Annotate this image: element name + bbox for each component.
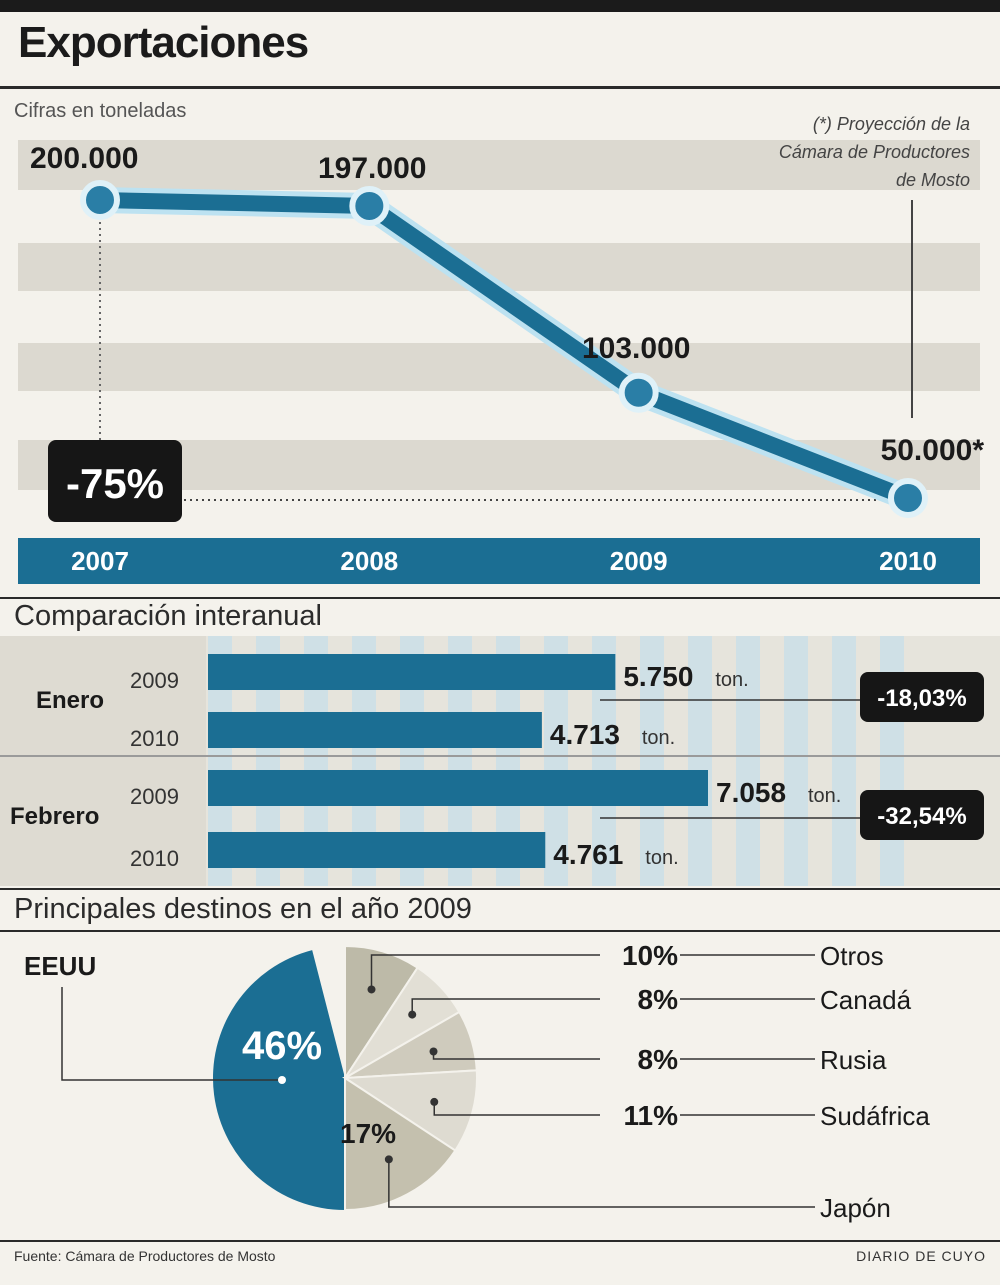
slice-leader — [433, 1101, 815, 1116]
pie-slice — [344, 1076, 457, 1212]
bar — [208, 832, 546, 868]
slice-leader — [61, 987, 278, 1081]
bar — [208, 712, 542, 748]
slice-label-bg — [600, 1037, 680, 1077]
page-title: Exportaciones — [18, 18, 309, 67]
grid-stripe — [736, 636, 760, 886]
bar-value-label: 4.761 — [553, 839, 623, 870]
x-tick-label: 2009 — [610, 546, 668, 576]
top-bar — [0, 0, 1000, 12]
data-label: 197.000 — [318, 152, 426, 185]
group-label: Enero — [36, 687, 104, 714]
credit: DIARIO DE CUYO — [856, 1248, 986, 1264]
change-badge-text: -32,54% — [877, 803, 966, 830]
slice-category-label: Otros — [820, 941, 884, 971]
projection-note-line: Cámara de Productores — [779, 142, 970, 162]
grid-band — [18, 140, 980, 190]
data-point — [618, 372, 659, 413]
slice-value-label: 8% — [638, 1044, 679, 1075]
slice-value-label: 17% — [340, 1118, 396, 1149]
slice-value-label: 8% — [638, 984, 679, 1015]
bar-unit-label: ton. — [642, 727, 675, 749]
x-axis-band — [18, 538, 980, 584]
grid-stripe — [640, 636, 664, 886]
source-note: Fuente: Cámara de Productores de Mosto — [14, 1248, 276, 1264]
slice-category-label: EEUU — [24, 951, 96, 981]
pie-chart-title: Principales destinos en el año 2009 — [14, 893, 472, 925]
slice-value-label: 11% — [624, 1100, 679, 1131]
annotation-text: -75% — [66, 460, 164, 507]
slice-category-label: Rusia — [820, 1045, 887, 1075]
bar-chart: Enero 2009 5.750 ton. 2010 4.713 ton. -18,03% Fe… — [0, 636, 1000, 886]
bar-value-label: 7.058 — [716, 777, 786, 808]
grid-band — [18, 343, 980, 391]
group-label-panel — [0, 636, 206, 886]
slice-label-bg — [600, 1093, 680, 1133]
slice-leader — [411, 998, 815, 1015]
data-point — [80, 180, 120, 220]
bar-year-label: 2010 — [130, 726, 179, 751]
slice-leader — [432, 1051, 815, 1060]
data-label: 200.000 — [30, 142, 138, 175]
pie-slice — [341, 1069, 478, 1152]
line-chart-subtitle: Cifras en toneladas — [14, 100, 187, 122]
slice-label-bg — [600, 977, 680, 1017]
slice-leader — [388, 1159, 815, 1208]
data-point — [349, 185, 390, 226]
annotation-box — [48, 440, 182, 522]
data-label: 50.000* — [881, 434, 985, 467]
grid-stripe — [832, 636, 856, 886]
projection-note-line: de Mosto — [896, 170, 970, 190]
bar-year-label: 2009 — [130, 784, 179, 809]
x-tick-label: 2008 — [340, 546, 398, 576]
data-point — [888, 478, 928, 518]
bar-unit-label: ton. — [808, 785, 841, 807]
bar-unit-label: ton. — [645, 847, 678, 869]
projection-note-line: (*) Proyección de la — [813, 114, 970, 134]
slice-marker — [384, 1155, 393, 1164]
change-badge — [860, 790, 984, 840]
data-label: 103.000 — [582, 332, 690, 365]
divider — [0, 888, 1000, 890]
bar — [208, 770, 708, 806]
slice-value-label: 10% — [622, 940, 678, 971]
change-badge — [860, 672, 984, 722]
change-badge-text: -18,03% — [877, 685, 966, 712]
bar-unit-label: ton. — [715, 669, 748, 691]
slice-category-label: Sudáfrica — [820, 1101, 930, 1131]
bar — [208, 654, 616, 690]
slice-label-bg — [600, 933, 680, 973]
series-line — [99, 192, 911, 506]
x-tick-label: 2010 — [879, 546, 937, 576]
slice-category-label: Canadá — [820, 985, 912, 1015]
slice-marker — [278, 1076, 286, 1084]
grid-stripe — [688, 636, 712, 886]
slice-category-label: Japón — [820, 1193, 891, 1223]
pie-slice — [344, 944, 419, 1082]
x-tick-label: 2007 — [71, 546, 129, 576]
line-chart: 200.000 197.000 103.000 50.000* 2007 2008 2009… — [18, 114, 985, 584]
pie-chart: 46% EEUU 10% Otros 8% Canadá 8% Rusia 11% Sudáfri… — [24, 933, 930, 1223]
divider — [0, 1240, 1000, 1242]
divider — [0, 86, 1000, 89]
divider — [0, 597, 1000, 599]
slice-value-label: 46% — [242, 1024, 322, 1068]
bar-value-label: 4.713 — [550, 719, 620, 750]
group-label: Febrero — [10, 803, 99, 830]
bar-value-label: 5.750 — [623, 661, 693, 692]
bar-year-label: 2009 — [130, 668, 179, 693]
divider — [0, 930, 1000, 932]
bar-year-label: 2010 — [130, 846, 179, 871]
grid-stripe — [784, 636, 808, 886]
bar-chart-title: Comparación interanual — [14, 600, 322, 632]
